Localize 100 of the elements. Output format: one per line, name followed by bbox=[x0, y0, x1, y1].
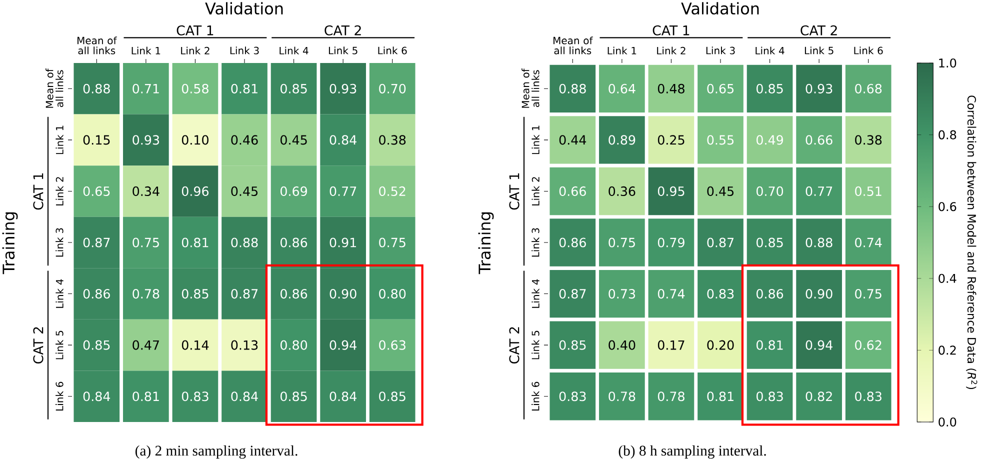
text: CAT 2 bbox=[33, 327, 44, 364]
data-label: 0.25 bbox=[658, 135, 684, 145]
y-tick-label: Link 2 bbox=[532, 177, 540, 206]
data-label: 0.80 bbox=[280, 340, 308, 350]
data-label: 0.78 bbox=[608, 392, 636, 402]
x-tick-label: Mean of all links bbox=[554, 36, 593, 54]
data-label: 0.78 bbox=[658, 392, 684, 402]
data-label: 0.84 bbox=[330, 135, 356, 145]
data-label: 0.77 bbox=[330, 186, 356, 196]
data-label: 0.85 bbox=[280, 392, 307, 402]
data-label: 0.85 bbox=[756, 238, 783, 248]
data-label: 0.85 bbox=[756, 84, 783, 94]
color-bar-label: 0.2 bbox=[938, 346, 956, 355]
data-label: 0.81 bbox=[182, 238, 208, 248]
data-label: 0.96 bbox=[182, 186, 209, 196]
data-label: 0.47 bbox=[132, 340, 159, 350]
data-label: 0.83 bbox=[707, 288, 734, 299]
data-label: 0.34 bbox=[132, 186, 160, 196]
data-label: 0.88 bbox=[559, 84, 586, 94]
data-label: 0.65 bbox=[707, 84, 734, 94]
data-label: 0.80 bbox=[379, 288, 406, 299]
color-bar-label: 0.8 bbox=[938, 130, 956, 140]
data-label: 0.58 bbox=[182, 84, 208, 94]
data-label: 0.81 bbox=[707, 392, 734, 402]
x-tick-label: Link 1 bbox=[132, 46, 160, 54]
text: CAT 1 bbox=[652, 25, 690, 36]
text: CAT 1 bbox=[509, 173, 520, 210]
data-label: 0.88 bbox=[231, 238, 258, 248]
data-label: 0.49 bbox=[756, 135, 783, 145]
data-label: 0.90 bbox=[806, 288, 832, 299]
x-tick-label: Link 3 bbox=[706, 46, 735, 54]
y-axis-title: Training bbox=[2, 212, 18, 274]
text: (b) 8 h sampling interval. bbox=[618, 445, 766, 459]
data-label: 0.73 bbox=[608, 288, 636, 299]
data-label: 0.81 bbox=[231, 84, 258, 94]
data-label: 0.87 bbox=[707, 238, 734, 248]
data-label: 0.44 bbox=[559, 135, 586, 145]
data-label: 0.83 bbox=[756, 392, 783, 402]
data-label: 0.84 bbox=[83, 392, 110, 402]
data-label: 0.38 bbox=[379, 135, 406, 145]
data-label: 0.45 bbox=[280, 135, 307, 145]
chart-title: Validation bbox=[205, 2, 283, 15]
color-bar-title: Correlation between Model and Reference Data (R$^{2}$) bbox=[966, 96, 978, 390]
data-label: 0.94 bbox=[330, 340, 356, 350]
data-label: 0.87 bbox=[559, 288, 586, 299]
y-tick-label: Link 6 bbox=[532, 382, 540, 410]
data-label: 0.93 bbox=[132, 135, 160, 145]
data-label: 0.83 bbox=[182, 392, 208, 402]
data-label: 0.52 bbox=[379, 186, 406, 196]
data-label: 0.88 bbox=[83, 84, 110, 94]
y-tick-label: Link 2 bbox=[56, 177, 64, 206]
data-label: 0.63 bbox=[379, 340, 406, 350]
data-label: 0.79 bbox=[658, 238, 684, 248]
data-label: 0.66 bbox=[806, 135, 832, 145]
x-tick-label: Link 2 bbox=[181, 46, 210, 54]
data-label: 0.94 bbox=[806, 340, 832, 350]
data-label: 0.64 bbox=[608, 84, 636, 94]
data-label: 0.85 bbox=[559, 340, 586, 350]
x-tick-label: Link 6 bbox=[378, 46, 407, 54]
data-label: 0.95 bbox=[658, 186, 684, 196]
text: (a) 2 min sampling interval. bbox=[135, 445, 298, 459]
data-label: 0.75 bbox=[608, 238, 635, 248]
data-label: 0.86 bbox=[756, 288, 784, 299]
y-tick-label: Link 4 bbox=[532, 279, 540, 308]
y-tick-label: Link 5 bbox=[532, 330, 540, 360]
data-label: 0.15 bbox=[83, 135, 110, 145]
data-label: 0.62 bbox=[855, 340, 882, 350]
data-label: 0.45 bbox=[707, 186, 734, 196]
y-tick-label: Link 5 bbox=[56, 330, 64, 360]
data-label: 0.66 bbox=[559, 186, 586, 196]
color-bar-label: 1.0 bbox=[939, 58, 956, 68]
data-label: 0.91 bbox=[330, 238, 356, 248]
x-tick-label: Link 1 bbox=[608, 46, 636, 54]
data-label: 0.45 bbox=[231, 186, 258, 196]
data-label: 0.85 bbox=[379, 392, 406, 402]
x-tick-label: Link 4 bbox=[280, 46, 308, 54]
data-label: 0.48 bbox=[658, 84, 684, 94]
data-label: 0.14 bbox=[182, 340, 209, 350]
x-tick-label: Link 4 bbox=[756, 46, 784, 54]
chart-title: Validation bbox=[681, 2, 759, 15]
data-label: 0.85 bbox=[182, 288, 208, 299]
x-tick-label: Link 2 bbox=[657, 46, 686, 54]
data-label: 0.85 bbox=[83, 340, 110, 350]
x-tick-label: Link 3 bbox=[230, 46, 259, 54]
data-label: 0.93 bbox=[806, 84, 832, 94]
data-label: 0.75 bbox=[132, 238, 159, 248]
y-tick-label: Link 3 bbox=[532, 228, 540, 257]
data-label: 0.40 bbox=[608, 340, 636, 350]
data-label: 0.51 bbox=[855, 186, 882, 196]
data-label: 0.75 bbox=[855, 288, 882, 299]
data-label: 0.38 bbox=[855, 135, 882, 145]
y-tick-label: Link 1 bbox=[532, 126, 540, 154]
data-label: 0.81 bbox=[132, 392, 159, 402]
y-tick-label: Link 4 bbox=[56, 279, 64, 308]
data-label: 0.13 bbox=[231, 340, 258, 350]
data-label: 0.70 bbox=[756, 186, 784, 196]
data-label: 0.89 bbox=[608, 135, 636, 145]
data-label: 0.70 bbox=[379, 84, 406, 94]
data-label: 0.88 bbox=[806, 238, 832, 248]
data-label: 0.87 bbox=[83, 238, 110, 248]
